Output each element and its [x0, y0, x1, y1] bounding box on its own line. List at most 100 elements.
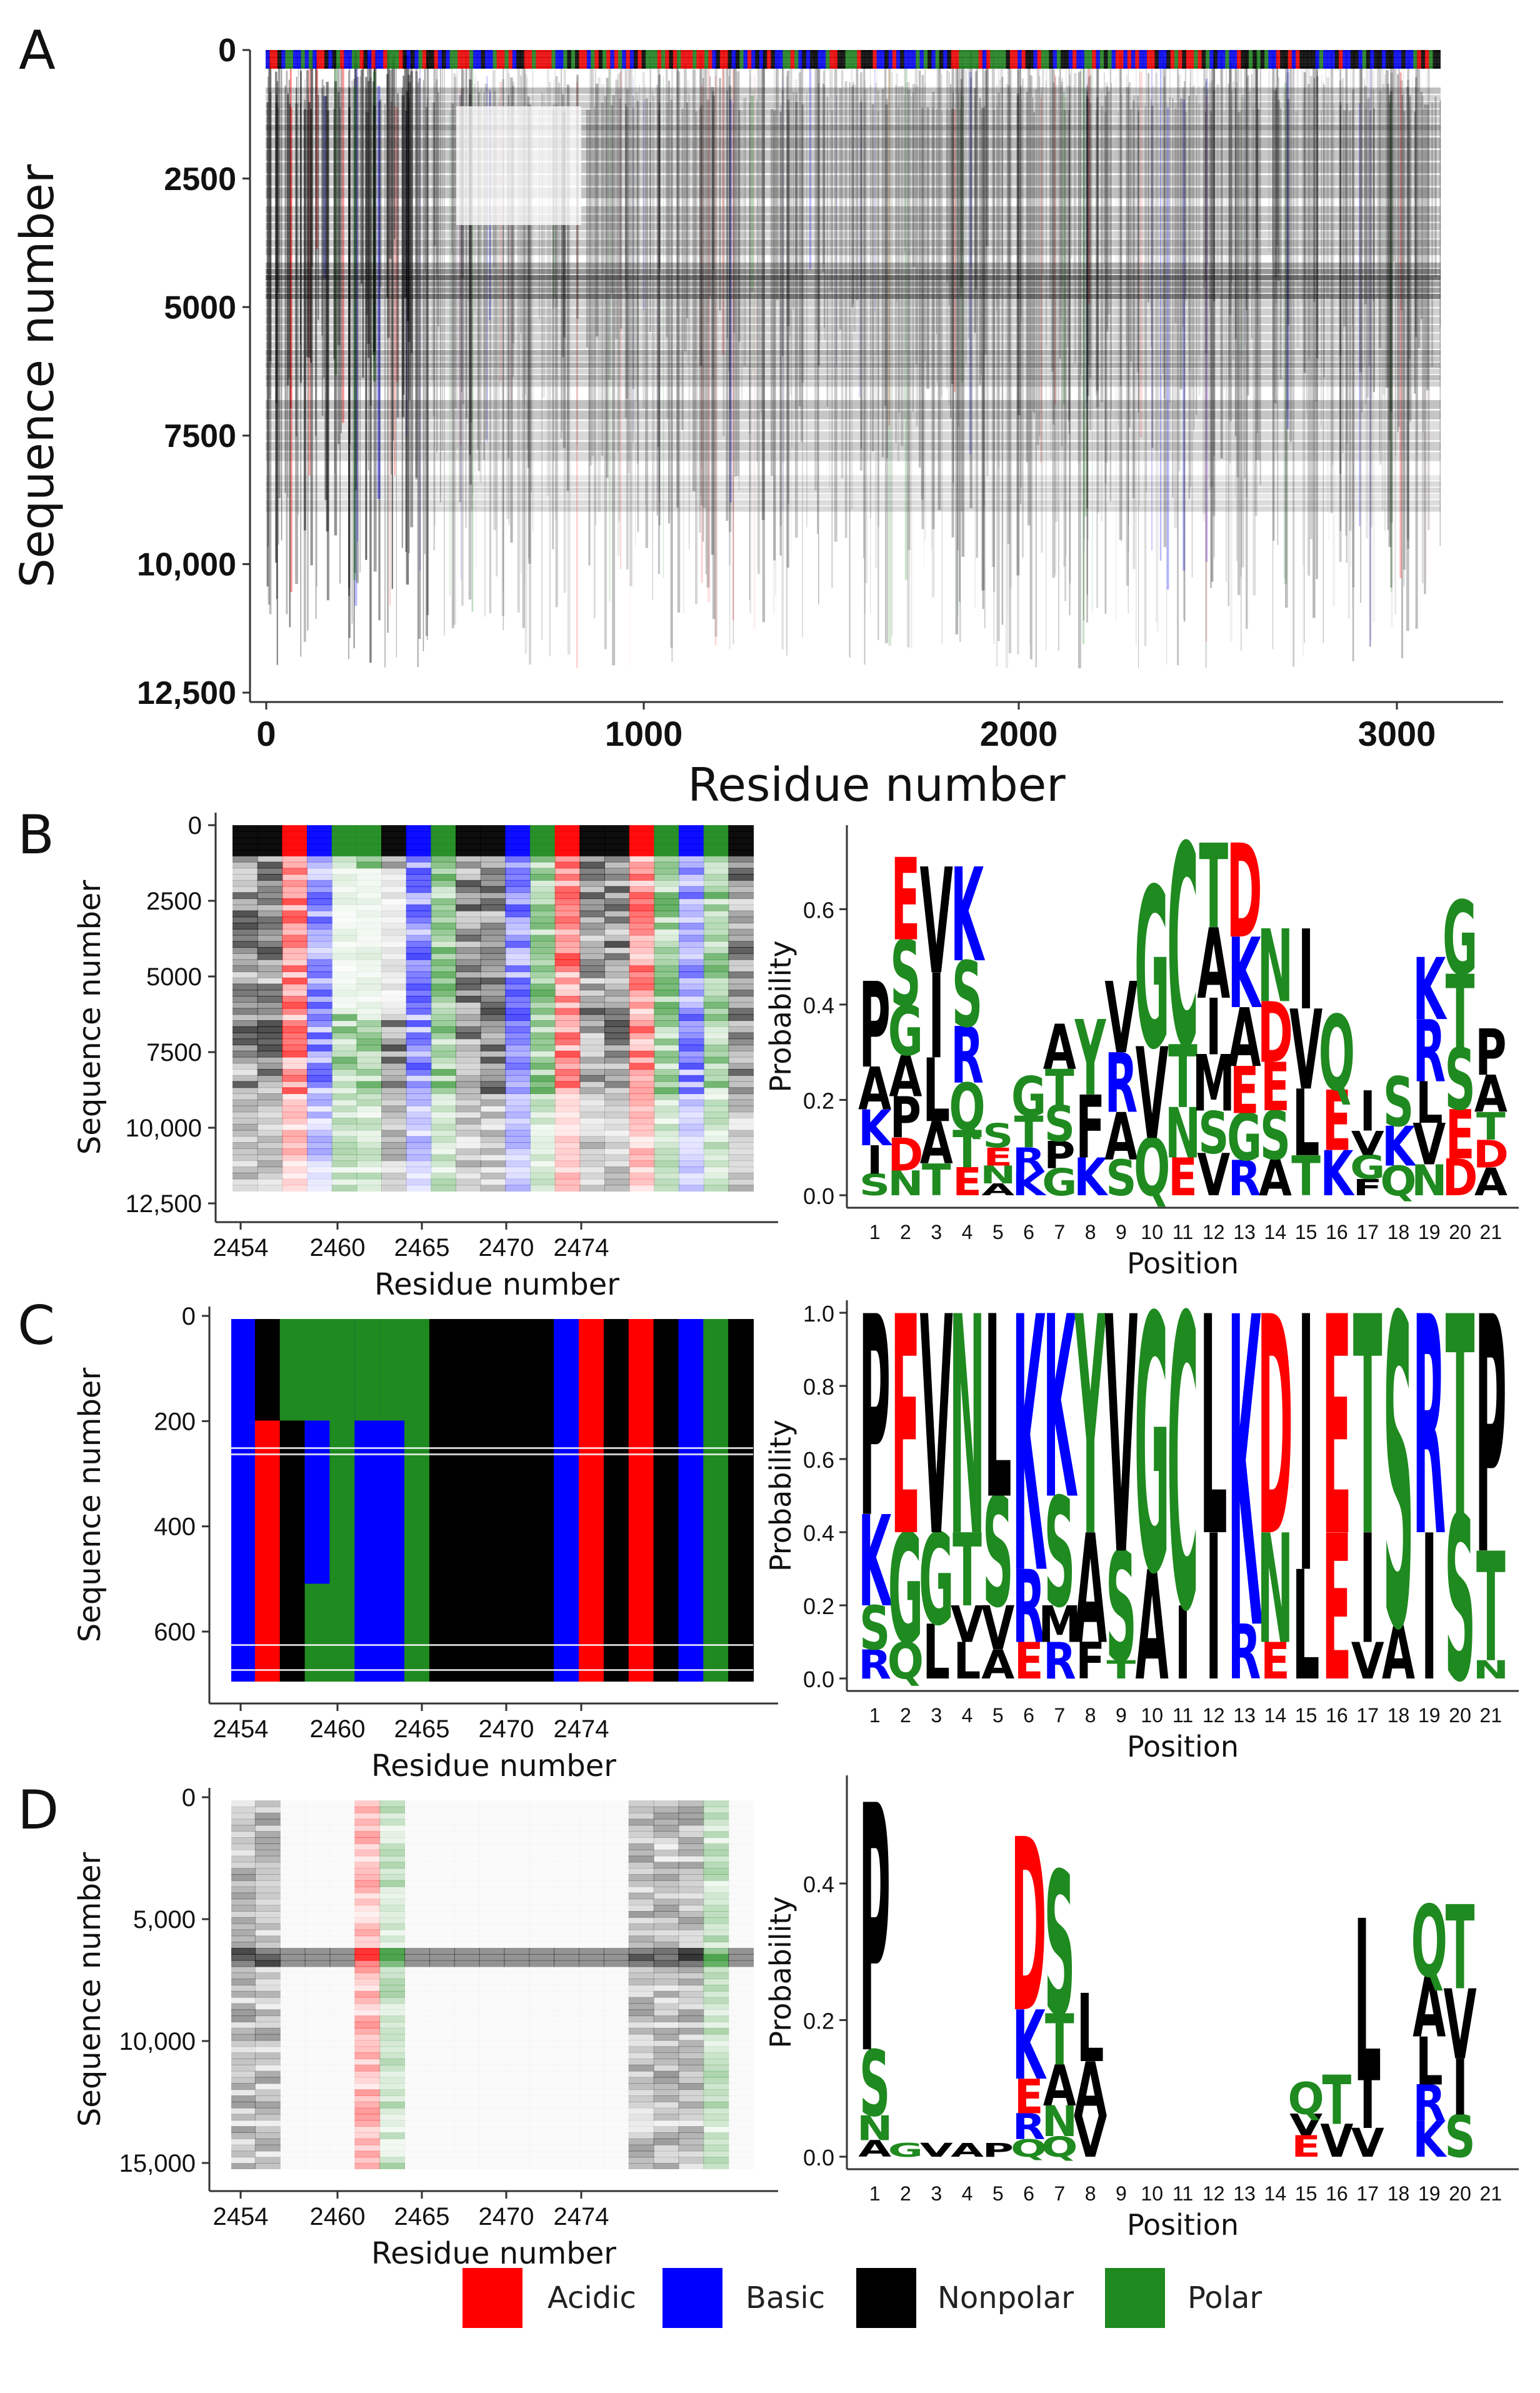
logo-letter: P	[1044, 1134, 1075, 1177]
logo-letter: V	[1320, 2115, 1353, 2167]
y-tick-label: 600	[154, 1618, 196, 1646]
y-axis-title: Sequence number	[72, 1852, 108, 2127]
x-tick-label: 8	[1085, 1221, 1096, 1243]
logo-letter: T	[1291, 1145, 1321, 1209]
x-tick-label: 5	[992, 1704, 1004, 1727]
logo-letter: S	[1106, 1521, 1136, 1696]
x-tick-label: 17	[1356, 1704, 1379, 1727]
logo-letter: E	[891, 1253, 921, 1603]
y-tick-label: 12,500	[137, 675, 236, 711]
logo-letter: N	[1473, 1656, 1509, 1685]
x-tick-label: 20	[1449, 1704, 1471, 1727]
logo-letter: D	[1442, 1148, 1478, 1207]
x-tick-label: 1	[869, 2182, 881, 2205]
x-tick-label: 15	[1295, 2182, 1318, 2205]
logo-letter: G	[888, 993, 923, 1071]
x-tick-label: 3	[931, 1221, 942, 1243]
x-tick-label: 2474	[554, 1715, 609, 1743]
x-tick-label: 10	[1141, 1221, 1163, 1243]
logo-letter: K	[1382, 1115, 1417, 1178]
logo-letter: E	[1261, 1050, 1290, 1127]
y-tick-label: 10,000	[126, 1115, 202, 1142]
x-tick-label: 5	[992, 2182, 1004, 2205]
logo-letter: R	[1228, 1151, 1261, 1207]
logo-letter: N	[980, 1161, 1016, 1190]
logo-letter: T	[1446, 1881, 1475, 2015]
logo-letter: Y	[1074, 1253, 1106, 1603]
heatmap-panel-d	[231, 1800, 754, 2169]
logo-letter: R	[951, 1011, 984, 1101]
logo-letter: R	[1228, 1609, 1261, 1697]
x-tick-label: 16	[1326, 1704, 1348, 1727]
logo-panel-c: 0.00.20.40.60.81.01 2 3 4 5 6 7 8 9 10 11 12 13 14 15 1…	[764, 1230, 1519, 1763]
logo-letter: V	[1197, 1142, 1230, 1210]
logo-letter: R	[858, 1641, 891, 1688]
x-tick-label: 17	[1356, 2182, 1379, 2205]
logo-letter: N	[1042, 2098, 1078, 2147]
legend-label-polar: Polar	[1188, 2280, 1262, 2315]
logo-letter: K	[1228, 1230, 1263, 1725]
x-tick-label: 20	[1449, 1221, 1471, 1243]
x-tick-label: 2454	[213, 1715, 269, 1743]
logo-letter: K	[1043, 1263, 1078, 1555]
logo-letter: K	[1012, 1165, 1048, 1203]
x-tick-label: 2	[900, 1221, 911, 1243]
logo-letter: A	[1043, 2054, 1076, 2119]
y-tick-label: 5000	[164, 289, 236, 326]
logo-letter: T	[1353, 1253, 1382, 1603]
logo-letter: Q	[1411, 1885, 1448, 2000]
x-tick-label: 21	[1480, 1704, 1502, 1727]
logo-letter: S	[1198, 1100, 1229, 1167]
logo-letter: A	[1382, 1609, 1415, 1697]
logo-letter: I	[1452, 2044, 1468, 2133]
x-tick-label: 2	[900, 1704, 911, 1727]
x-tick-label: 7	[1054, 1221, 1065, 1243]
x-tick-label: 14	[1264, 1704, 1287, 1727]
x-tick-label: 10	[1141, 1704, 1163, 1727]
logo-letter: T	[922, 1155, 951, 1206]
logo-letter: T	[1199, 820, 1228, 955]
logo-letter: S	[1044, 1831, 1075, 2060]
logo-letter: S	[859, 2032, 890, 2137]
x-tick-label: 1	[869, 1221, 881, 1243]
legend-label-basic: Basic	[746, 2280, 825, 2315]
logo-letter: A	[1043, 1012, 1076, 1084]
x-tick-label: 17	[1356, 1221, 1379, 1243]
logo-letter: V	[1351, 1125, 1385, 1163]
logo-letter: Q	[1041, 2130, 1078, 2164]
x-tick-label: 8	[1085, 1704, 1096, 1727]
logo-letter: L	[1292, 1539, 1320, 1714]
logo-letter: L	[922, 1609, 950, 1697]
logo-letter: K	[1412, 941, 1447, 1040]
logo-panel-d: 0.00.20.41 2 3 4 5 6 7 8 9 10 11 12 13 14 15 16 17 18 19 20…	[764, 1735, 1519, 2242]
x-axis-title: Position	[1127, 1730, 1239, 1763]
x-tick-label: 2465	[394, 1234, 450, 1262]
logo-letter: V	[1351, 1632, 1384, 1691]
y-tick-label: 0.8	[803, 1374, 834, 1400]
logo-letter: Q	[1380, 1158, 1416, 1205]
logo-letter: L	[1416, 1070, 1443, 1136]
legend: Acidic Basic Nonpolar Polar	[462, 2268, 1262, 2328]
x-tick-label: 2460	[310, 1715, 366, 1743]
axes-panel-b: 0 2500 5000 7500 10,000 12,500 2454 2460 2465 247…	[72, 812, 778, 1302]
logo-letter: L	[1200, 1253, 1228, 1603]
logo-letter: E	[1014, 2070, 1044, 2125]
x-tick-label: 1	[869, 1704, 881, 1727]
logo-letter: T	[1107, 1656, 1136, 1685]
y-tick-label: 12,500	[126, 1190, 202, 1218]
logo-letter: I	[867, 1138, 882, 1183]
logo-letter: F	[1076, 1632, 1105, 1691]
logo-letter: K	[858, 1490, 892, 1635]
x-tick-label: 19	[1418, 1704, 1441, 1727]
logo-letter: S	[982, 1118, 1013, 1156]
x-tick-label: 1000	[605, 714, 683, 753]
logo-letter: S	[890, 921, 921, 1027]
panel-letter-c: C	[18, 1295, 55, 1357]
logo-letter: V	[1444, 1970, 1477, 2082]
logo-letter: I	[1359, 2067, 1375, 2144]
logo-letter: K	[951, 842, 985, 991]
axes-panel-c: 0 200 400 600 2454 2460 2465 2470 2474 Residue nu…	[72, 1303, 778, 1783]
logo-letter: A	[1074, 2046, 1107, 2134]
x-axis-title: Residue number	[371, 1748, 616, 1783]
logo-letter: Q	[1134, 1122, 1170, 1214]
